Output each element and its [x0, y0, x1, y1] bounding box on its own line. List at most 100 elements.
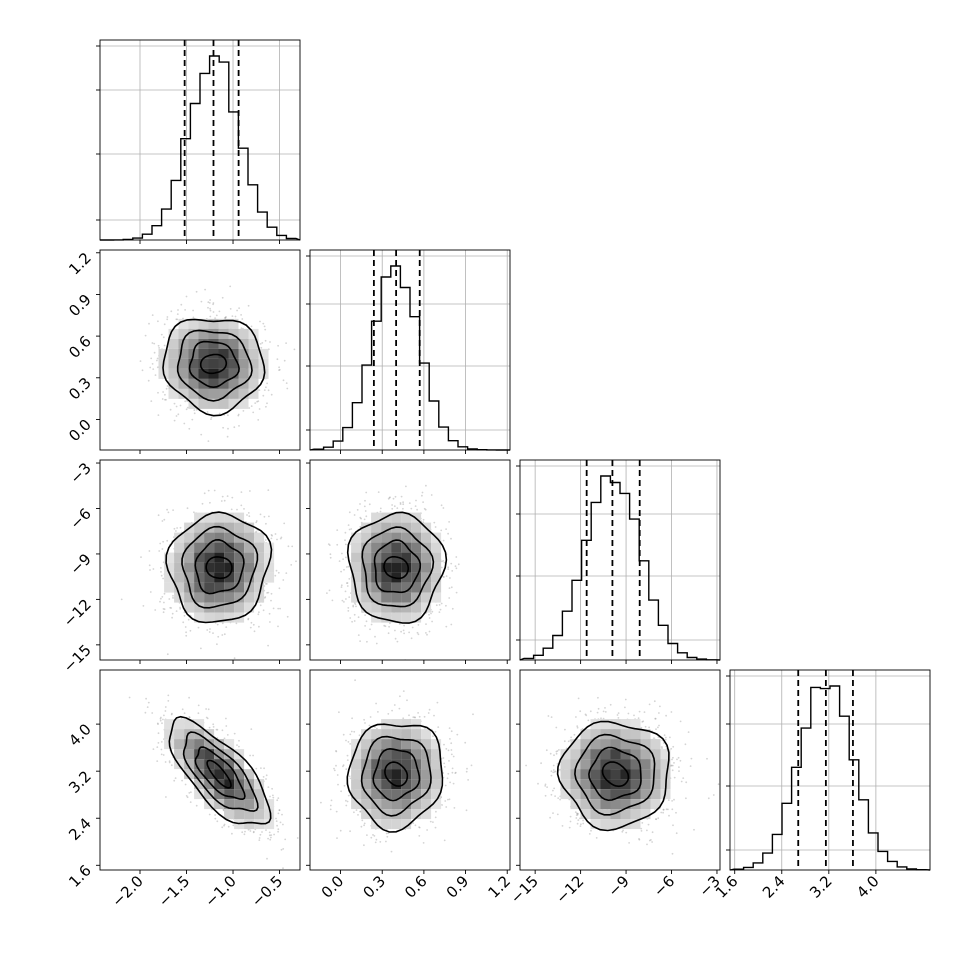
scatter-point: [678, 766, 680, 768]
scatter-point: [179, 404, 182, 407]
scatter-point: [398, 623, 401, 625]
scatter-point: [447, 566, 450, 569]
scatter-point: [546, 786, 548, 788]
scatter-point: [348, 511, 351, 514]
histogram-frame-2: [519, 459, 721, 661]
scatter-point: [283, 359, 286, 362]
scatter-point: [717, 783, 720, 786]
scatter-point: [174, 777, 177, 779]
density-cell: [610, 819, 621, 830]
contour-1: [176, 329, 253, 402]
density-cell: [204, 789, 215, 800]
density-cell: [381, 602, 392, 613]
scatter-point: [582, 822, 585, 825]
scatter-point: [657, 817, 660, 820]
scatter-point: [557, 797, 560, 799]
scatter-point: [342, 558, 344, 560]
scatter-point: [438, 611, 441, 613]
scatter-point: [170, 713, 173, 716]
scatter-point: [642, 720, 645, 723]
density-cell: [214, 522, 225, 533]
contour-3: [206, 759, 232, 789]
scatter-point: [252, 831, 255, 834]
density-cell: [204, 572, 215, 583]
density-cell: [204, 779, 215, 790]
density-cell: [234, 779, 245, 790]
scatter-point: [391, 507, 394, 510]
scatter-point: [555, 750, 558, 753]
density-cell: [391, 729, 402, 740]
scatter-point: [164, 398, 166, 401]
scatter-point: [396, 507, 399, 509]
scatter-point: [442, 575, 445, 578]
scatter-point: [169, 606, 172, 609]
scatter-point: [410, 507, 413, 510]
scatter-point: [255, 520, 258, 522]
scatter-point: [207, 440, 210, 442]
density-cell: [610, 789, 621, 800]
y-tick-label-1-0: 0.0: [65, 416, 95, 446]
density-cell: [381, 572, 392, 583]
contour-2: [588, 746, 642, 802]
scatter-point: [152, 568, 155, 570]
density-cell: [214, 739, 225, 750]
density-cell: [401, 542, 412, 553]
density-cell: [164, 729, 175, 740]
scatter-point: [148, 550, 151, 552]
scatter-point: [183, 614, 186, 617]
scatter-point: [254, 402, 257, 404]
x-tick-label-2-0: −15: [507, 872, 542, 907]
density-cell: [411, 522, 422, 533]
scatter-point: [386, 835, 389, 838]
contour-1: [182, 731, 259, 812]
scatter-point: [445, 575, 448, 577]
scatter-point: [268, 515, 270, 518]
density-cell: [391, 779, 402, 790]
scatter-point: [171, 612, 174, 615]
scatter-point: [682, 777, 685, 779]
density-cell: [401, 809, 412, 820]
scatter-point: [268, 831, 271, 834]
scatter-point: [422, 501, 424, 503]
scatter-point: [278, 368, 281, 371]
scatter-point: [574, 811, 577, 813]
scatter-point: [553, 754, 555, 757]
density-cell: [401, 779, 412, 790]
density-cell: [194, 592, 205, 603]
scatter-point: [440, 602, 443, 605]
density-cell: [620, 769, 631, 780]
scatter-point: [346, 582, 349, 584]
density-cell: [421, 552, 432, 563]
scatter-point: [671, 852, 674, 855]
histogram-step-1: [309, 265, 510, 451]
scatter-point: [359, 503, 361, 505]
density-cell: [371, 512, 382, 523]
density-cell: [361, 532, 372, 543]
density-cell: [401, 799, 412, 810]
scatter-point: [575, 716, 577, 718]
density-cell: [168, 378, 179, 389]
scatter-point: [236, 508, 238, 511]
density-cell: [198, 348, 209, 359]
scatter-point: [206, 629, 209, 631]
scatter-point: [145, 697, 148, 700]
density-cell: [580, 749, 591, 760]
scatter-point: [712, 794, 715, 796]
scatter-point: [291, 545, 294, 548]
scatter-point: [257, 400, 260, 403]
density-cell: [234, 592, 245, 603]
density-cell: [361, 739, 372, 750]
density-cell: [640, 799, 651, 810]
scatter-point: [233, 732, 236, 735]
scatter-point: [609, 703, 612, 706]
scatter-point: [411, 626, 414, 629]
scatter-point: [466, 767, 468, 770]
scatter-point: [340, 586, 343, 588]
scatter-point: [243, 833, 246, 836]
density-cell: [610, 749, 621, 760]
density-cell: [411, 612, 422, 623]
scatter-point: [430, 612, 432, 615]
scatter-point: [233, 426, 236, 429]
scatter-point: [348, 775, 351, 778]
scatter-point: [232, 824, 235, 827]
